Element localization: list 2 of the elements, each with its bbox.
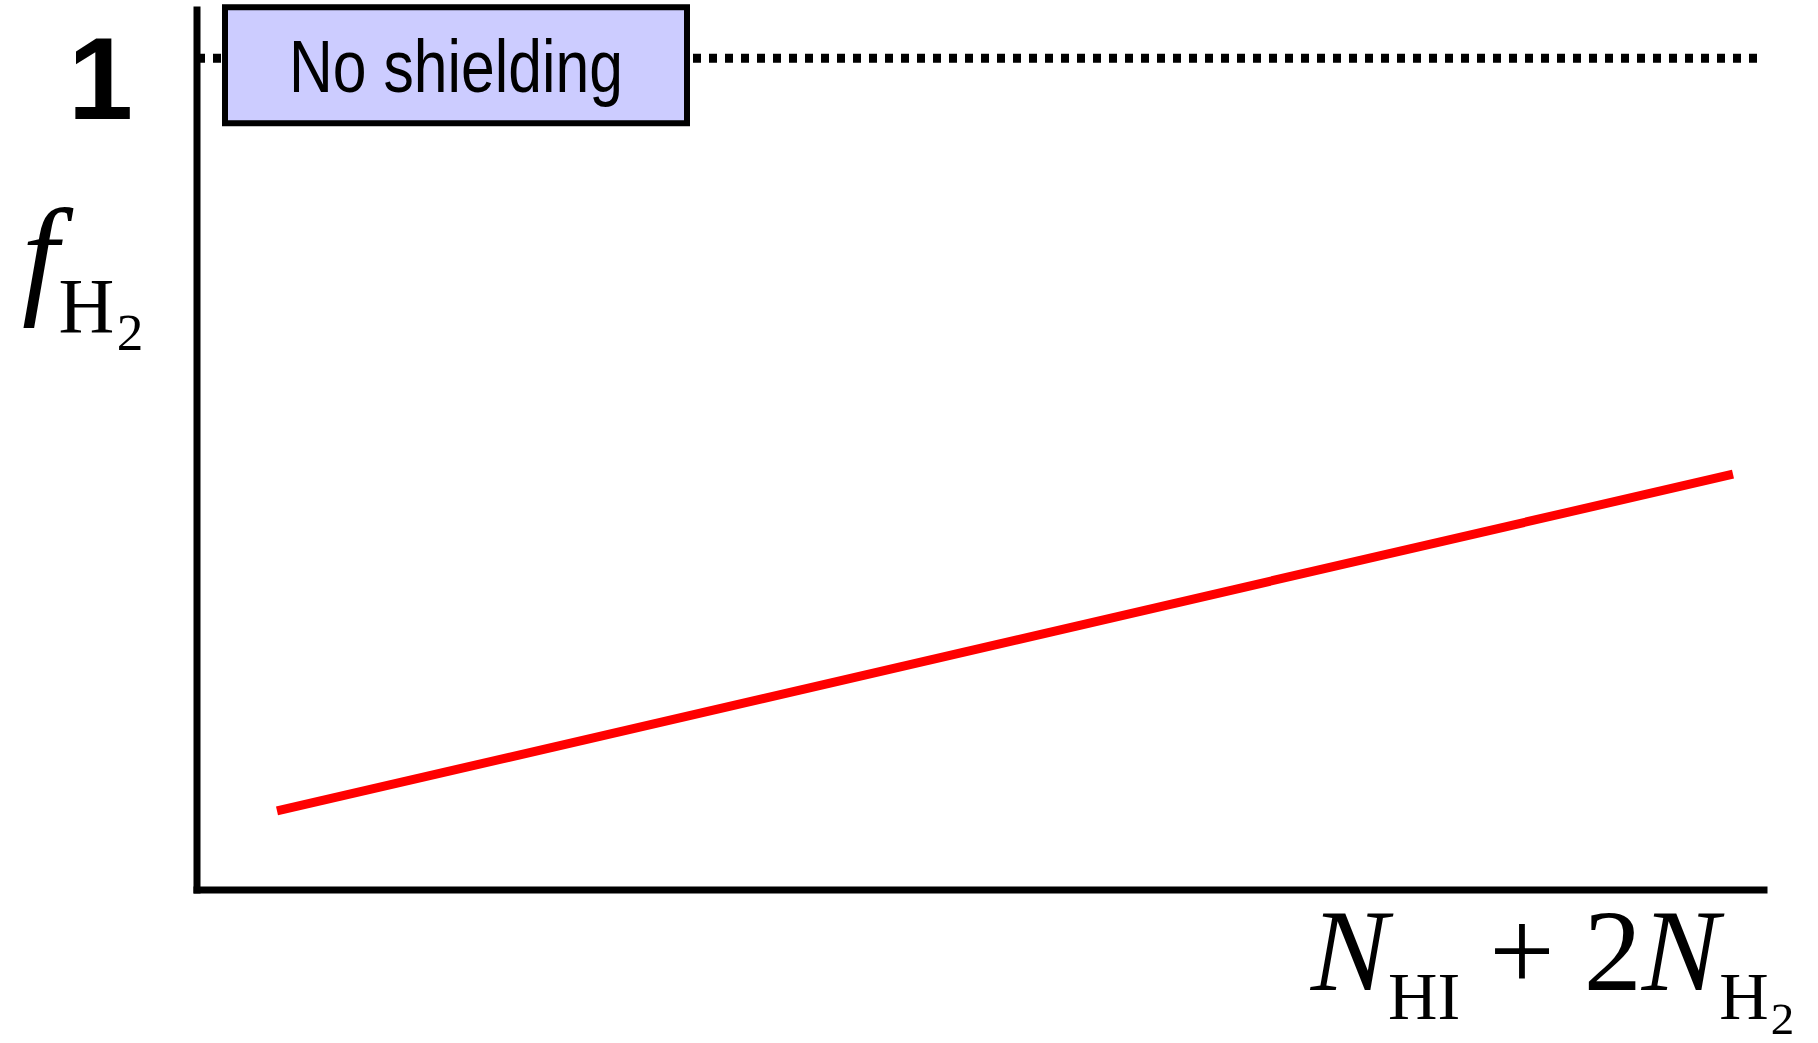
ref-line-label: No shielding: [289, 25, 623, 108]
text: 1: [67, 13, 133, 144]
